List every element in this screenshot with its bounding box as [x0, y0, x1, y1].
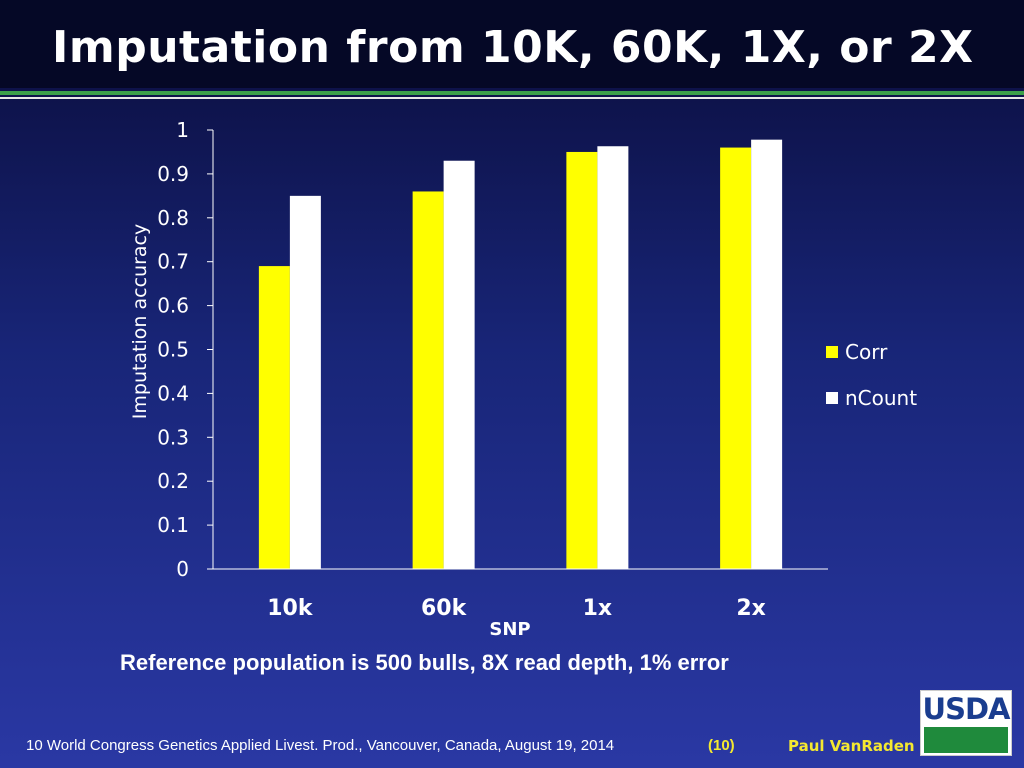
x-tick-label: 10k [267, 596, 314, 621]
footer-author: Paul VanRaden [788, 737, 915, 755]
x-tick-label: 1x [583, 596, 613, 621]
usda-logo-text: USDA [922, 692, 1011, 726]
usda-logo-field-icon [924, 727, 1008, 753]
x-tick-label: 60k [421, 596, 468, 621]
bar-corr-60k [412, 191, 444, 569]
white-divider [0, 97, 1024, 99]
bar-ncount-60k [443, 160, 475, 570]
x-axis-title: SNP [489, 619, 530, 640]
y-tick-label: 0.9 [157, 162, 189, 186]
y-tick-label: 0.3 [157, 425, 189, 449]
y-tick-label: 1 [176, 118, 189, 142]
y-tick-label: 0.1 [157, 513, 189, 537]
title-bar: Imputation from 10K, 60K, 1X, or 2X [0, 0, 1024, 88]
y-tick-label: 0.5 [157, 338, 189, 362]
y-axis-ticks: 0 0.1 0.2 0.3 0.4 0.5 0.6 0.7 0.8 0.9 1 [157, 118, 213, 581]
bar-ncount-2x [751, 139, 783, 569]
usda-logo: USDA [920, 690, 1012, 756]
bar-chart: 0 0.1 0.2 0.3 0.4 0.5 0.6 0.7 0.8 0.9 1 10k 60k 1x 2x… [129, 118, 917, 640]
legend-swatch-ncount [826, 392, 838, 404]
bar-corr-2x [720, 147, 752, 569]
y-axis-title: Imputation accuracy [129, 224, 151, 419]
bar-ncount-10k [289, 195, 321, 569]
footer-citation: 10 World Congress Genetics Applied Lives… [26, 737, 615, 754]
y-tick-label: 0.8 [157, 206, 189, 230]
chart-caption: Reference population is 500 bulls, 8X re… [120, 650, 729, 675]
footer-page-number: (10) [708, 737, 735, 754]
bar-corr-10k [258, 266, 290, 569]
legend-swatch-corr [826, 346, 838, 358]
bar-corr-1x [566, 151, 598, 569]
y-tick-label: 0.6 [157, 294, 189, 318]
y-tick-label: 0 [176, 557, 189, 581]
slide-title: Imputation from 10K, 60K, 1X, or 2X [52, 22, 974, 73]
x-axis-ticks: 10k 60k 1x 2x [267, 596, 766, 621]
legend: Corr nCount [826, 340, 917, 410]
y-tick-label: 0.2 [157, 469, 189, 493]
legend-label-corr: Corr [845, 340, 888, 364]
x-tick-label: 2x [736, 596, 766, 621]
green-divider [0, 91, 1024, 95]
bar-group [258, 139, 783, 570]
legend-label-ncount: nCount [845, 386, 917, 410]
y-tick-label: 0.4 [157, 381, 189, 405]
y-tick-label: 0.7 [157, 250, 189, 274]
bar-ncount-1x [597, 146, 629, 570]
